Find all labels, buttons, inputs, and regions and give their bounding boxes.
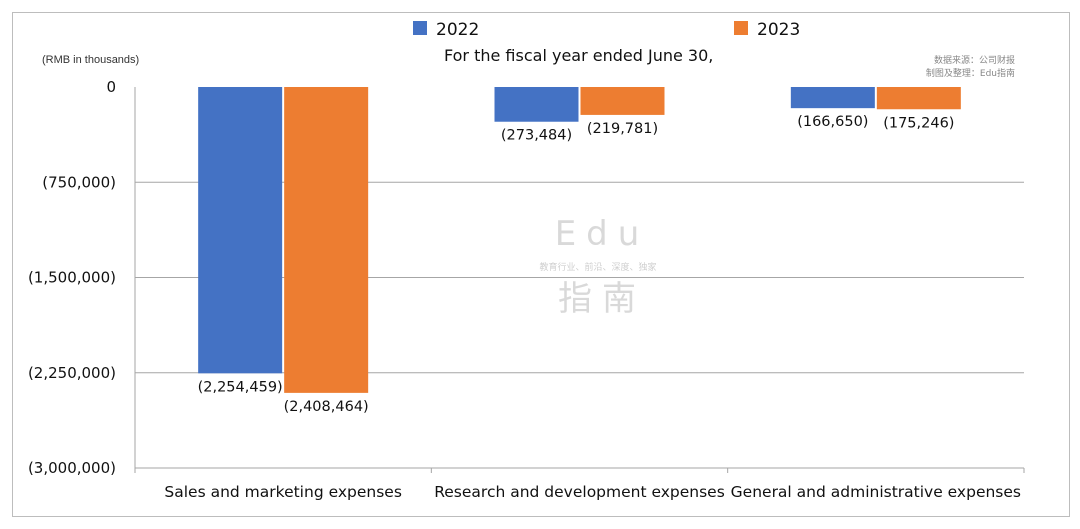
unit-label: (RMB in thousands)	[42, 54, 139, 66]
chart-frame	[12, 12, 1070, 517]
category-label: Sales and marketing expenses	[164, 483, 402, 501]
watermark-tagline: 教育行业、前沿、深度、独家	[539, 261, 656, 273]
data-label: (219,781)	[587, 121, 658, 137]
data-label: (2,254,459)	[198, 379, 283, 395]
source-note-line-1: 数据来源：公司财报	[934, 54, 1015, 66]
source-note-line-2: 制图及整理：Edu指南	[926, 67, 1015, 79]
data-label: (273,484)	[501, 128, 572, 144]
legend-label-2022: 2022	[436, 20, 479, 40]
bar-2023	[284, 87, 369, 393]
bars	[198, 87, 961, 393]
x-axis-categories: Sales and marketing expenses Research and…	[164, 483, 1021, 501]
watermark-edu: Edu	[555, 214, 650, 254]
category-label: General and administrative expenses	[731, 483, 1021, 501]
gridlines	[135, 181, 1024, 469]
legend: 2022 2023	[413, 20, 800, 40]
y-tick-label: 0	[106, 78, 116, 96]
watermark-zhinan: 指南	[558, 279, 646, 319]
data-label: (2,408,464)	[284, 399, 369, 415]
data-label: (175,246)	[883, 115, 954, 131]
y-tick-label: (1,500,000)	[28, 269, 116, 287]
legend-swatch-2023	[734, 21, 748, 35]
y-tick-label: (3,000,000)	[28, 459, 116, 477]
data-label: (166,650)	[797, 114, 868, 130]
y-tick-label: (750,000)	[42, 173, 116, 191]
bar-2023	[876, 87, 961, 110]
bar-2022	[790, 87, 875, 109]
bar-2022	[494, 87, 579, 122]
legend-label-2023: 2023	[757, 20, 800, 40]
source-note: 数据来源：公司财报 制图及整理：Edu指南	[926, 54, 1015, 79]
y-axis: 0 (750,000) (1,500,000) (2,250,000) (3,000,0…	[28, 78, 1025, 477]
legend-swatch-2022	[413, 21, 427, 35]
category-label: Research and development expenses	[434, 483, 725, 501]
bar-2023	[580, 87, 665, 115]
bar-2022	[198, 87, 283, 374]
watermark: Edu 教育行业、前沿、深度、独家 指南	[539, 214, 656, 319]
data-labels: (2,254,459)(2,408,464) (273,484) (219,781)…	[198, 114, 955, 415]
y-tick-label: (2,250,000)	[28, 364, 116, 382]
chart-title: For the fiscal year ended June 30,	[444, 46, 713, 65]
